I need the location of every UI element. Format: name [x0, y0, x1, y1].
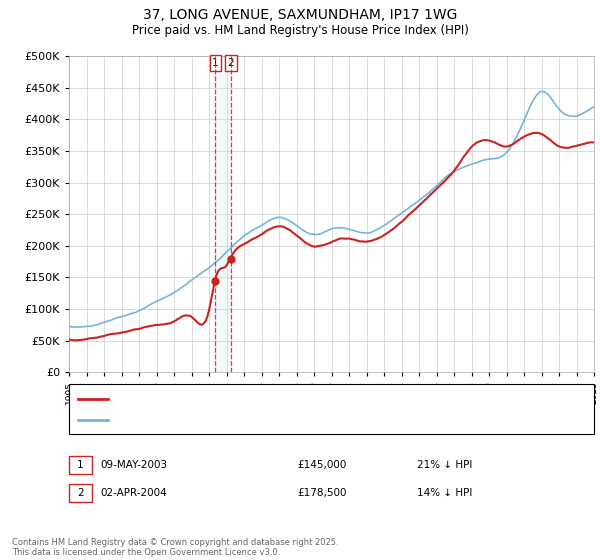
Text: 21% ↓ HPI: 21% ↓ HPI — [417, 460, 472, 470]
Text: HPI: Average price, detached house, East Suffolk: HPI: Average price, detached house, East… — [114, 415, 369, 425]
Text: 37, LONG AVENUE, SAXMUNDHAM, IP17 1WG: 37, LONG AVENUE, SAXMUNDHAM, IP17 1WG — [143, 8, 457, 22]
Text: 2: 2 — [227, 58, 234, 68]
Text: Price paid vs. HM Land Registry's House Price Index (HPI): Price paid vs. HM Land Registry's House … — [131, 24, 469, 36]
Text: Contains HM Land Registry data © Crown copyright and database right 2025.
This d: Contains HM Land Registry data © Crown c… — [12, 538, 338, 557]
Text: 14% ↓ HPI: 14% ↓ HPI — [417, 488, 472, 498]
Text: 1: 1 — [77, 460, 84, 470]
Bar — [215, 56, 231, 372]
Text: £178,500: £178,500 — [297, 488, 347, 498]
Text: 37, LONG AVENUE, SAXMUNDHAM, IP17 1WG (detached house): 37, LONG AVENUE, SAXMUNDHAM, IP17 1WG (d… — [114, 394, 445, 404]
Text: 09-MAY-2003: 09-MAY-2003 — [100, 460, 167, 470]
Text: 02-APR-2004: 02-APR-2004 — [100, 488, 167, 498]
Text: 2: 2 — [77, 488, 84, 498]
Text: 1: 1 — [212, 58, 219, 68]
Text: £145,000: £145,000 — [297, 460, 346, 470]
